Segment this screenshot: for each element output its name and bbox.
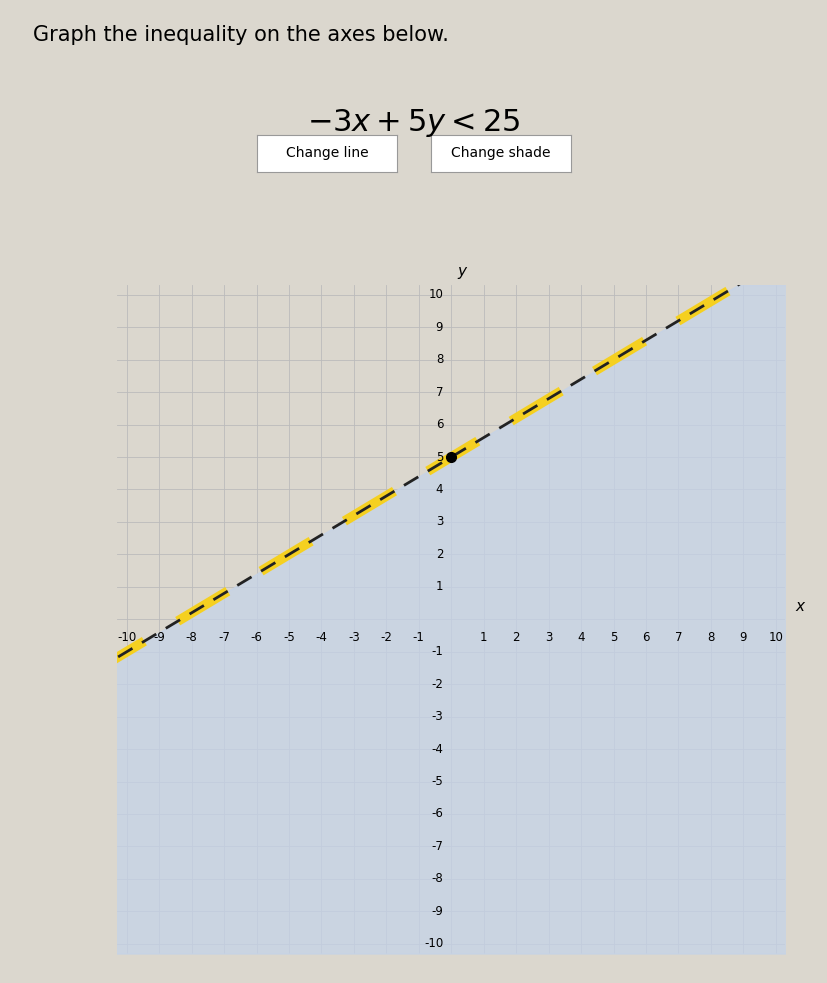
Text: -1: -1 (413, 631, 424, 644)
Text: 8: 8 (435, 353, 442, 367)
Text: 10: 10 (428, 288, 442, 302)
Text: 6: 6 (435, 418, 442, 432)
Text: Change shade: Change shade (451, 146, 550, 160)
Text: -1: -1 (431, 645, 442, 659)
Text: -3: -3 (347, 631, 360, 644)
Text: -5: -5 (431, 775, 442, 788)
Text: -4: -4 (315, 631, 327, 644)
Text: 9: 9 (435, 320, 442, 334)
Text: 2: 2 (435, 548, 442, 561)
Text: Graph the inequality on the axes below.: Graph the inequality on the axes below. (33, 25, 448, 44)
Text: -8: -8 (431, 872, 442, 886)
Text: -3: -3 (431, 710, 442, 723)
Text: -10: -10 (117, 631, 136, 644)
Text: 4: 4 (576, 631, 584, 644)
Text: 9: 9 (739, 631, 746, 644)
Text: 3: 3 (435, 515, 442, 529)
Text: -6: -6 (251, 631, 262, 644)
Text: 5: 5 (609, 631, 616, 644)
Text: 7: 7 (435, 385, 442, 399)
Text: Change line: Change line (285, 146, 368, 160)
Text: -9: -9 (431, 904, 442, 918)
Text: x: x (794, 600, 803, 614)
Text: 1: 1 (480, 631, 487, 644)
Text: -2: -2 (431, 677, 442, 691)
Text: 7: 7 (674, 631, 681, 644)
Text: y: y (457, 263, 466, 278)
Text: -8: -8 (185, 631, 198, 644)
Text: -7: -7 (218, 631, 230, 644)
Text: -7: -7 (431, 839, 442, 853)
Text: 1: 1 (435, 580, 442, 594)
Text: -6: -6 (431, 807, 442, 821)
Text: -10: -10 (423, 937, 442, 951)
Text: -5: -5 (283, 631, 294, 644)
Text: -2: -2 (380, 631, 392, 644)
Text: $-3x + 5y < 25$: $-3x + 5y < 25$ (307, 107, 520, 139)
Text: 10: 10 (767, 631, 782, 644)
Text: 6: 6 (642, 631, 649, 644)
Text: 8: 8 (706, 631, 714, 644)
Text: -4: -4 (431, 742, 442, 756)
Text: -9: -9 (153, 631, 165, 644)
Text: 5: 5 (435, 450, 442, 464)
Text: 3: 3 (544, 631, 552, 644)
Text: 4: 4 (435, 483, 442, 496)
Text: 2: 2 (512, 631, 519, 644)
